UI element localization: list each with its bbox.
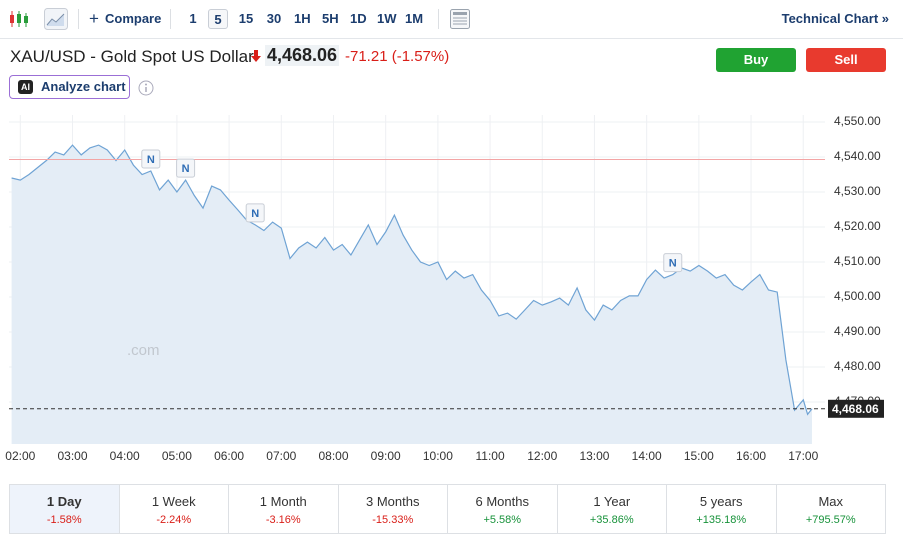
analyze-label: Analyze chart <box>41 79 126 94</box>
x-tick-label: 10:00 <box>423 449 453 463</box>
x-tick-label: 06:00 <box>214 449 244 463</box>
news-marker-label: N <box>669 258 677 270</box>
interval-button[interactable]: 1 <box>189 11 197 26</box>
technical-chart-link[interactable]: Technical Chart » <box>781 11 889 26</box>
x-tick-label: 15:00 <box>684 449 714 463</box>
y-tick-label: 4,480.00 <box>834 359 881 373</box>
price-line <box>11 144 813 416</box>
x-tick-label: 14:00 <box>632 449 662 463</box>
info-icon[interactable] <box>138 80 154 96</box>
buy-button[interactable]: Buy <box>716 48 796 72</box>
period-label: 1 Month <box>259 494 307 509</box>
period-label: 6 Months <box>475 494 529 509</box>
y-tick-label: 4,540.00 <box>834 149 881 163</box>
interval-button[interactable]: 1D <box>350 11 367 26</box>
interval-button[interactable]: 30 <box>266 11 282 26</box>
period-change: +135.18% <box>696 514 747 526</box>
ai-badge: AI <box>18 80 33 94</box>
x-tick-label: 09:00 <box>371 449 401 463</box>
period-change: -3.16% <box>265 514 301 526</box>
price-chart: 4,470.004,480.004,490.004,500.004,510.00… <box>5 114 884 463</box>
period-label: 1 Week <box>151 494 196 509</box>
x-tick-label: 02:00 <box>5 449 35 463</box>
news-marker-label: N <box>147 154 155 166</box>
interval-button[interactable]: 15 <box>238 11 254 26</box>
y-tick-label: 4,550.00 <box>834 114 881 128</box>
interval-button[interactable]: 1H <box>294 11 311 26</box>
period-cell[interactable]: Max +795.57% <box>775 485 886 533</box>
price-change: -71.21 (-1.57%) <box>345 48 449 65</box>
period-cell[interactable]: 1 Day -1.58% <box>10 485 119 533</box>
period-change: +795.57% <box>805 514 856 526</box>
y-tick-label: 4,520.00 <box>834 219 881 233</box>
separator <box>438 9 439 29</box>
period-label: 3 Months <box>366 494 420 509</box>
y-tick-label: 4,510.00 <box>834 254 881 268</box>
news-marker-box <box>245 203 265 223</box>
compare-button[interactable]: Compare <box>105 11 162 26</box>
candlestick-icon[interactable] <box>8 9 30 29</box>
news-marker[interactable]: N <box>663 253 683 273</box>
x-tick-label: 03:00 <box>57 449 87 463</box>
news-marker[interactable]: N <box>245 203 265 223</box>
area-icon[interactable] <box>44 8 68 30</box>
plus-icon: + <box>89 9 99 28</box>
interval-button[interactable]: 1W <box>377 11 397 26</box>
x-tick-label: 11:00 <box>476 449 505 463</box>
period-change: -1.58% <box>46 514 82 526</box>
last-price-label: 4,468.06 <box>832 402 879 416</box>
table-icon[interactable] <box>450 9 470 29</box>
news-marker-box <box>663 253 683 273</box>
analyze-chart-button[interactable]: AI Analyze chart <box>9 75 130 99</box>
news-marker-label: N <box>182 163 190 175</box>
news-marker-label: N <box>251 208 259 220</box>
x-tick-label: 05:00 <box>162 449 192 463</box>
y-tick-label: 4,530.00 <box>834 184 881 198</box>
news-marker[interactable]: N <box>176 158 196 178</box>
y-tick-label: 4,490.00 <box>834 324 881 338</box>
change-percent: (-1.57%) <box>391 48 450 65</box>
period-table: 1 Day -1.58% 1 Week -2.24% 1 Month -3.16% 3 Mo… <box>9 484 886 534</box>
separator <box>78 9 79 29</box>
period-cell[interactable]: 1 Year +35.86% <box>556 485 667 533</box>
last-price: 4,468.06 <box>265 45 340 66</box>
period-change: -15.33% <box>372 514 414 526</box>
x-tick-label: 13:00 <box>579 449 609 463</box>
period-label: 1 Year <box>593 494 631 509</box>
news-marker-box <box>176 158 196 178</box>
period-change: +35.86% <box>589 514 634 526</box>
interval-button[interactable]: 5 <box>208 9 228 29</box>
down-arrow <box>251 50 261 62</box>
news-marker-box <box>141 149 161 169</box>
period-label: Max <box>818 494 844 509</box>
watermark-suffix: .com <box>127 342 160 359</box>
x-tick-label: 17:00 <box>788 449 818 463</box>
toolbar: + Compare 1 5 15 30 1H 5H 1D 1W 1M Technical Cha… <box>0 0 903 39</box>
x-tick-label: 16:00 <box>736 449 766 463</box>
period-change: +5.58% <box>483 514 522 526</box>
interval-button[interactable]: 1M <box>405 11 424 26</box>
x-tick-label: 07:00 <box>266 449 296 463</box>
period-label: 1 Day <box>46 494 82 509</box>
period-cell[interactable]: 1 Week -2.24% <box>118 485 229 533</box>
x-tick-label: 12:00 <box>527 449 557 463</box>
period-cell[interactable]: 5 years +135.18% <box>666 485 776 533</box>
news-marker[interactable]: N <box>141 149 161 169</box>
x-tick-label: 08:00 <box>318 449 348 463</box>
period-cell[interactable]: 3 Months -15.33% <box>337 485 448 533</box>
period-cell[interactable]: 1 Month -3.16% <box>228 485 338 533</box>
period-cell[interactable]: 6 Months +5.58% <box>447 485 557 533</box>
period-change: -2.24% <box>156 514 192 526</box>
area <box>11 145 813 444</box>
instrument-title: XAU/USD - Gold Spot US Dollar <box>10 47 254 66</box>
separator <box>170 9 171 29</box>
sell-button[interactable]: Sell <box>806 48 886 72</box>
change-value: -71.21 <box>345 48 388 65</box>
y-tick-label: 4,500.00 <box>834 289 881 303</box>
last-price-box <box>828 399 884 418</box>
x-tick-label: 04:00 <box>110 449 140 463</box>
period-label: 5 years <box>699 494 743 509</box>
interval-button[interactable]: 5H <box>322 11 339 26</box>
